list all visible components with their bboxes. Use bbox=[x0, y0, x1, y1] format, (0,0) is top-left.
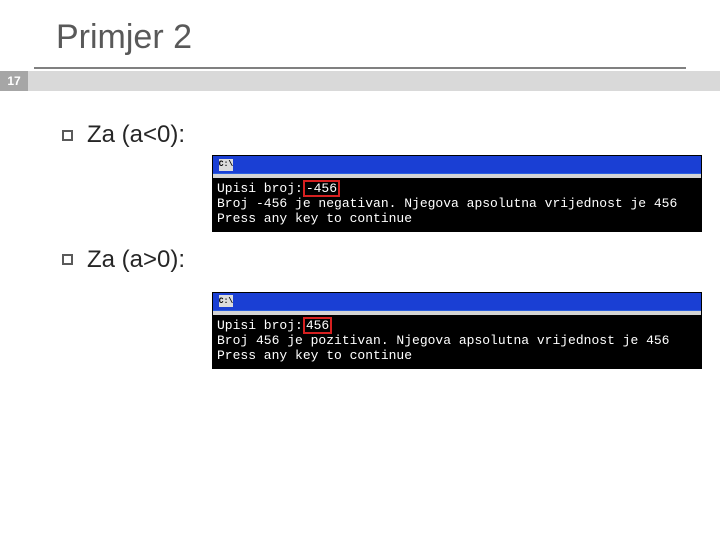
console-text: Upisi broj: bbox=[217, 181, 303, 196]
bullet-label: Za (a>0): bbox=[87, 246, 185, 274]
title-underline bbox=[34, 67, 686, 69]
pagenum-strip bbox=[28, 71, 720, 91]
console-line: Broj -456 je negativan. Njegova apsolutn… bbox=[217, 197, 697, 212]
console-line: Upisi broj:-456 bbox=[217, 180, 697, 197]
bullet-square-icon bbox=[62, 130, 73, 141]
console-body: Upisi broj:-456Broj -456 je negativan. N… bbox=[213, 178, 701, 231]
bullet-item: Za (a<0): bbox=[62, 121, 720, 149]
console-icon: C:\ bbox=[219, 159, 233, 171]
bullet-square-icon bbox=[62, 254, 73, 265]
slide-content: Za (a<0): C:\ Upisi broj:-456Broj -456 j… bbox=[0, 91, 720, 369]
page-number: 17 bbox=[0, 71, 28, 91]
console-titlebar: C:\ bbox=[213, 293, 701, 311]
slide-title: Primjer 2 bbox=[0, 0, 720, 61]
console-window: C:\ Upisi broj:-456Broj -456 je negativa… bbox=[212, 155, 702, 232]
bullet-item: Za (a>0): bbox=[62, 246, 720, 274]
console-line: Broj 456 je pozitivan. Njegova apsolutna… bbox=[217, 334, 697, 349]
pagenum-bar: 17 bbox=[0, 71, 720, 91]
console-body: Upisi broj:456Broj 456 je pozitivan. Nje… bbox=[213, 315, 701, 368]
console-line: Upisi broj:456 bbox=[217, 317, 697, 334]
console-line: Press any key to continue bbox=[217, 349, 697, 364]
bullet-label: Za (a<0): bbox=[87, 121, 185, 149]
highlight-box: 456 bbox=[303, 317, 332, 334]
console-window: C:\ Upisi broj:456Broj 456 je pozitivan.… bbox=[212, 292, 702, 369]
console-titlebar: C:\ bbox=[213, 156, 701, 174]
console-text: Upisi broj: bbox=[217, 318, 303, 333]
highlight-box: -456 bbox=[303, 180, 340, 197]
console-line: Press any key to continue bbox=[217, 212, 697, 227]
console-icon: C:\ bbox=[219, 295, 233, 307]
